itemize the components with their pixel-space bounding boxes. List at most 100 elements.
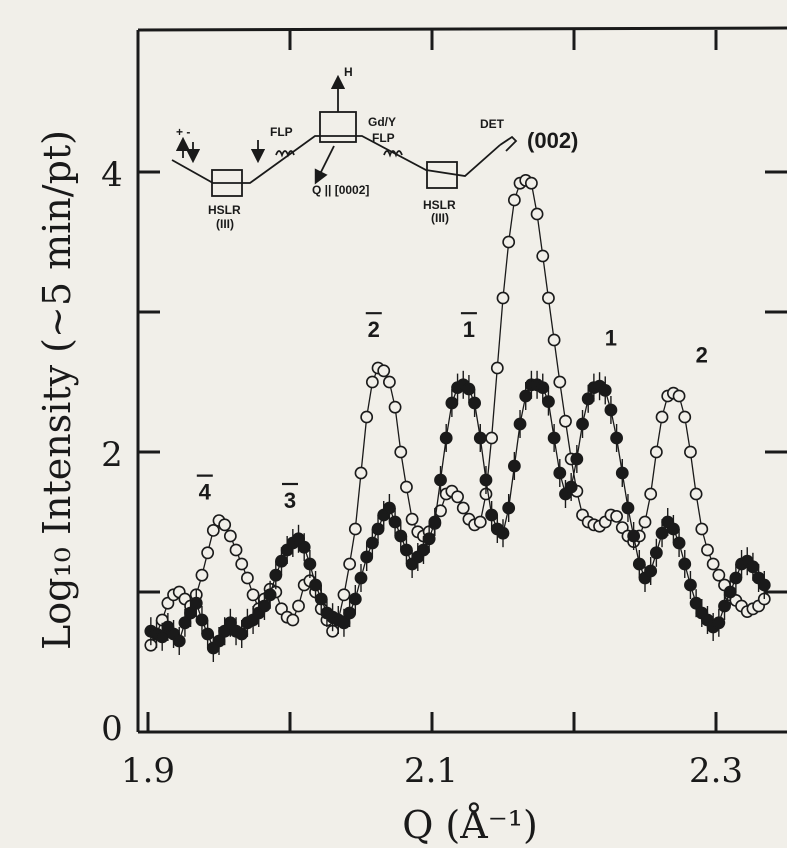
filled-data-point	[723, 585, 737, 599]
filled-data-point	[564, 480, 578, 494]
filled-data-point	[712, 616, 726, 630]
open-data-point	[536, 249, 550, 263]
y-tick-label-2: 2	[101, 435, 123, 475]
peak-label: 3	[284, 488, 296, 513]
filled-data-point	[542, 395, 555, 408]
filled-data-point	[269, 568, 283, 582]
filled-data-point	[201, 627, 215, 641]
filled-data-point	[417, 543, 430, 557]
filled-data-point	[422, 532, 436, 546]
filled-data-point	[496, 526, 510, 540]
filled-data-point	[672, 536, 686, 550]
filled-data-point	[684, 578, 697, 592]
open-data-point	[394, 445, 408, 459]
inset-sample-label: Gd/Y	[368, 115, 396, 129]
open-data-point	[525, 176, 538, 190]
analyzer-crystal	[426, 161, 458, 189]
open-data-point	[377, 364, 391, 378]
data-series	[144, 173, 771, 662]
filled-data-point	[428, 515, 442, 529]
filled-data-point	[309, 578, 322, 592]
flipper-coil-2-icon	[383, 150, 403, 158]
open-data-point	[451, 490, 464, 504]
open-data-point	[286, 613, 300, 627]
filled-data-point	[678, 557, 692, 571]
filled-data-point	[388, 515, 402, 529]
detector-icon	[499, 135, 518, 152]
filled-data-point	[729, 571, 743, 585]
peak-label: 2	[696, 342, 708, 367]
filled-data-point	[718, 599, 731, 613]
open-data-point	[246, 588, 260, 602]
filled-data-point	[667, 522, 680, 536]
peak-label: 1	[605, 326, 617, 351]
open-data-point	[507, 193, 521, 207]
inset-q-label: Q || [0002]	[312, 183, 369, 197]
inset-polarizer-label: HSLR	[208, 203, 241, 217]
flipper-coil-1-icon	[275, 150, 295, 158]
peak-label: 4	[199, 480, 212, 505]
open-data-point	[644, 487, 658, 501]
beam-path-line	[171, 135, 501, 184]
peak-labels: 4 3 2 1 1 2 (002)	[196, 128, 708, 513]
filled-data-point	[439, 431, 453, 445]
open-data-point	[638, 515, 652, 529]
filled-data-point	[263, 588, 277, 602]
filled-data-point	[610, 431, 623, 445]
open-data-point	[712, 568, 726, 582]
filled-data-point	[570, 452, 584, 466]
filled-data-point	[360, 550, 374, 564]
y-tick-label-0: 0	[101, 709, 123, 749]
filled-data-point	[400, 543, 413, 557]
inset-spin-signs: + -	[176, 125, 190, 139]
filled-data-point	[473, 431, 487, 445]
open-data-point	[559, 414, 572, 428]
series-line-filled	[150, 384, 765, 650]
open-data-point	[530, 207, 544, 221]
open-data-point	[343, 557, 357, 571]
open-data-point	[502, 235, 516, 249]
open-data-point	[706, 557, 720, 571]
spectrometer-schematic	[171, 74, 518, 197]
open-data-point	[684, 445, 697, 459]
open-data-point	[365, 375, 379, 389]
filled-data-point	[462, 382, 476, 396]
open-data-point	[672, 389, 686, 403]
filled-data-point	[547, 431, 561, 445]
filled-data-point	[615, 466, 629, 480]
y-tick-label-4: 4	[101, 155, 123, 195]
filled-data-point	[553, 466, 567, 480]
open-data-point	[649, 445, 663, 459]
filled-data-point	[468, 396, 481, 410]
filled-data-point	[644, 564, 658, 578]
open-data-point	[547, 333, 561, 347]
filled-data-point	[343, 606, 357, 620]
open-data-point	[348, 522, 362, 536]
filled-data-point	[354, 571, 368, 585]
sample-box	[319, 111, 357, 143]
filled-data-point	[576, 417, 589, 431]
open-data-point	[473, 515, 487, 529]
open-data-point	[610, 510, 623, 523]
inset-polarizer-index: (III)	[216, 217, 234, 231]
q-vector-arrow-icon	[314, 145, 335, 185]
open-data-point	[218, 518, 232, 532]
filled-data-point	[258, 599, 271, 613]
open-data-point	[354, 466, 368, 480]
inset-analyzer-label: HSLR	[423, 198, 456, 212]
open-data-point	[235, 557, 249, 571]
filled-data-point	[581, 392, 595, 406]
filled-data-point	[649, 546, 663, 560]
filled-data-point	[598, 383, 612, 397]
peak-label: 1	[463, 317, 475, 342]
polarizer-crystal	[211, 169, 243, 197]
peak-label: (002)	[527, 128, 578, 153]
filled-data-point	[604, 403, 618, 417]
filled-data-point	[536, 381, 550, 394]
inset-field-label: H	[344, 65, 353, 79]
open-data-point	[223, 529, 237, 543]
open-data-point	[206, 524, 220, 537]
inset-analyzer-index: (III)	[431, 211, 449, 225]
peak-label: 2	[368, 317, 380, 342]
